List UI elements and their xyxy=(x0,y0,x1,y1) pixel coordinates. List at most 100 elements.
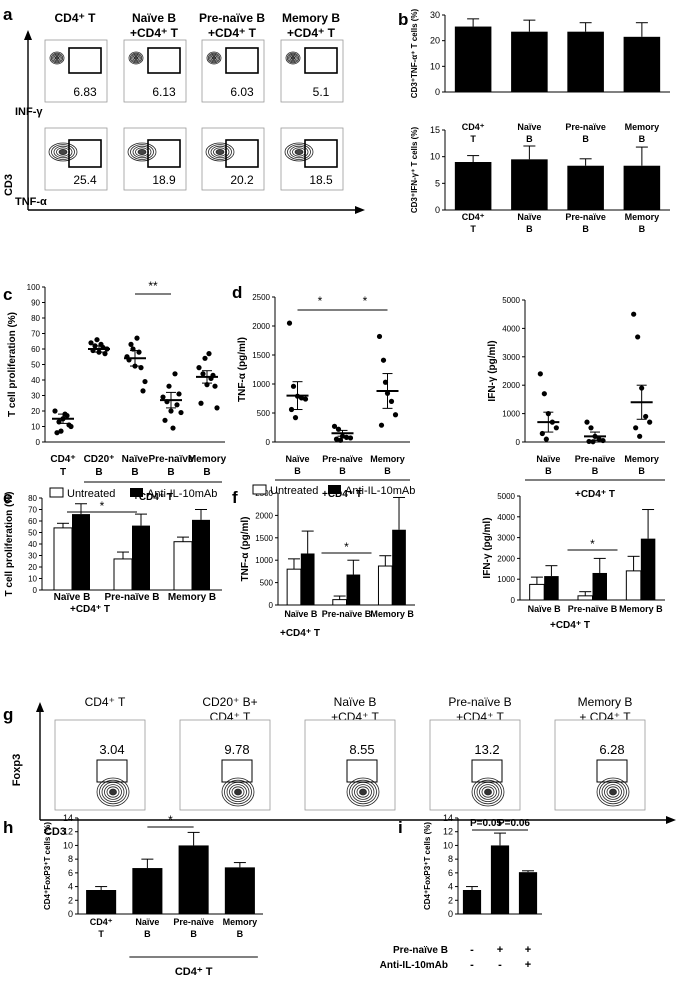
contour-ring xyxy=(210,145,230,159)
category-label: Pre-naïve B xyxy=(104,592,159,603)
column-header: Memory B xyxy=(282,11,340,25)
contour-ring xyxy=(356,786,370,798)
category-label: Naïve xyxy=(517,122,541,132)
contour-ring xyxy=(50,52,64,64)
contour-ring xyxy=(53,145,73,159)
data-point xyxy=(200,371,206,377)
bar xyxy=(300,553,315,605)
y-tick-label: 5 xyxy=(435,178,440,188)
data-point xyxy=(543,436,549,442)
contour-ring xyxy=(359,788,367,796)
data-point xyxy=(196,365,202,371)
data-point xyxy=(347,435,354,441)
y-tick-label: 1500 xyxy=(255,534,273,543)
bar xyxy=(454,26,492,92)
flow-plot-frame xyxy=(123,127,187,191)
gate-percentage: 6.03 xyxy=(230,85,254,99)
factor-mark: + xyxy=(525,944,531,956)
bar xyxy=(53,527,73,591)
gate-percentage: 8.55 xyxy=(349,742,374,757)
data-point xyxy=(88,340,94,346)
flow-plot-frame xyxy=(280,39,344,103)
axis-label: CD3⁺TNF-α⁺ T cells (%) xyxy=(410,8,419,98)
category-label: B xyxy=(526,134,533,144)
group-label: +CD4⁺ T xyxy=(133,492,173,503)
contour-ring xyxy=(54,56,60,61)
contour-ring xyxy=(599,779,627,805)
y-tick-label: 10 xyxy=(63,840,73,850)
bar xyxy=(625,570,642,601)
significance-marker: * xyxy=(590,537,595,551)
y-tick-label: 3000 xyxy=(497,534,515,543)
legend-swatch xyxy=(252,484,267,495)
data-point xyxy=(128,341,134,347)
contour-population xyxy=(285,51,301,65)
category-label: Naïve B xyxy=(54,592,91,603)
y-tick-label: 70 xyxy=(28,506,37,515)
panel-letter-b: b xyxy=(398,10,408,29)
category-label: B xyxy=(131,467,138,478)
data-point xyxy=(380,357,387,363)
y-tick-label: 2000 xyxy=(255,511,273,520)
category-label: B xyxy=(592,466,599,476)
category-label: Pre-naïve xyxy=(575,454,616,464)
legend-swatch xyxy=(130,488,143,497)
data-point xyxy=(388,398,395,404)
y-tick-label: 1000 xyxy=(502,410,520,419)
y-tick-label: 4 xyxy=(448,882,453,892)
bar xyxy=(577,595,593,601)
y-tick-label: 40 xyxy=(31,376,40,385)
y-tick-label: 30 xyxy=(28,552,37,561)
y-tick-label: 90 xyxy=(31,299,40,308)
bar xyxy=(511,159,548,210)
category-label: Pre-naïve xyxy=(565,122,606,132)
data-point xyxy=(170,425,176,431)
bar xyxy=(72,514,90,590)
bar xyxy=(623,165,661,210)
flow-plot-frame xyxy=(201,127,265,191)
contour-ring xyxy=(609,788,617,796)
factor-mark: - xyxy=(470,959,474,971)
axis-arrowhead xyxy=(36,702,44,712)
data-point xyxy=(58,428,64,434)
axis-arrowhead xyxy=(355,206,365,214)
category-label: B xyxy=(526,224,533,234)
contour-population xyxy=(205,142,235,162)
contour-ring xyxy=(289,145,309,159)
y-tick-label: 30 xyxy=(430,10,440,20)
y-tick-label: 40 xyxy=(28,540,37,549)
marker-label: TNF-α xyxy=(15,196,47,208)
contour-ring xyxy=(288,53,298,63)
contour-ring xyxy=(604,784,622,800)
flow-plot-frame xyxy=(54,719,146,811)
gate-box xyxy=(225,47,259,74)
legend-label: Anti-IL-10mAb xyxy=(147,488,217,500)
category-label: CD20⁺ xyxy=(84,454,115,465)
y-tick-label: 20 xyxy=(31,407,40,416)
contour-ring xyxy=(206,51,222,65)
panel-letter-h: h xyxy=(3,818,13,837)
column-header: Pre-naïve B xyxy=(199,11,265,25)
factor-mark: - xyxy=(498,959,502,971)
bar xyxy=(86,890,117,914)
flow-plot-frame xyxy=(429,719,521,811)
bar xyxy=(529,583,545,601)
factor-mark: - xyxy=(470,944,474,956)
group-label: +CD4⁺ T xyxy=(280,628,320,639)
contour-ring xyxy=(104,784,122,800)
bar xyxy=(511,31,548,92)
bar xyxy=(454,162,492,210)
y-tick-label: 0 xyxy=(435,87,440,97)
contour-ring xyxy=(207,52,221,64)
bar xyxy=(113,558,133,591)
data-point xyxy=(335,426,342,432)
category-label: Pre-naïve xyxy=(173,917,214,927)
column-header: CD4⁺ T xyxy=(54,11,96,25)
flow-plot-frame xyxy=(304,719,396,811)
data-point xyxy=(198,400,204,406)
contour-ring xyxy=(208,144,232,160)
data-point xyxy=(142,378,148,385)
data-point xyxy=(140,388,146,394)
data-point xyxy=(206,351,212,357)
